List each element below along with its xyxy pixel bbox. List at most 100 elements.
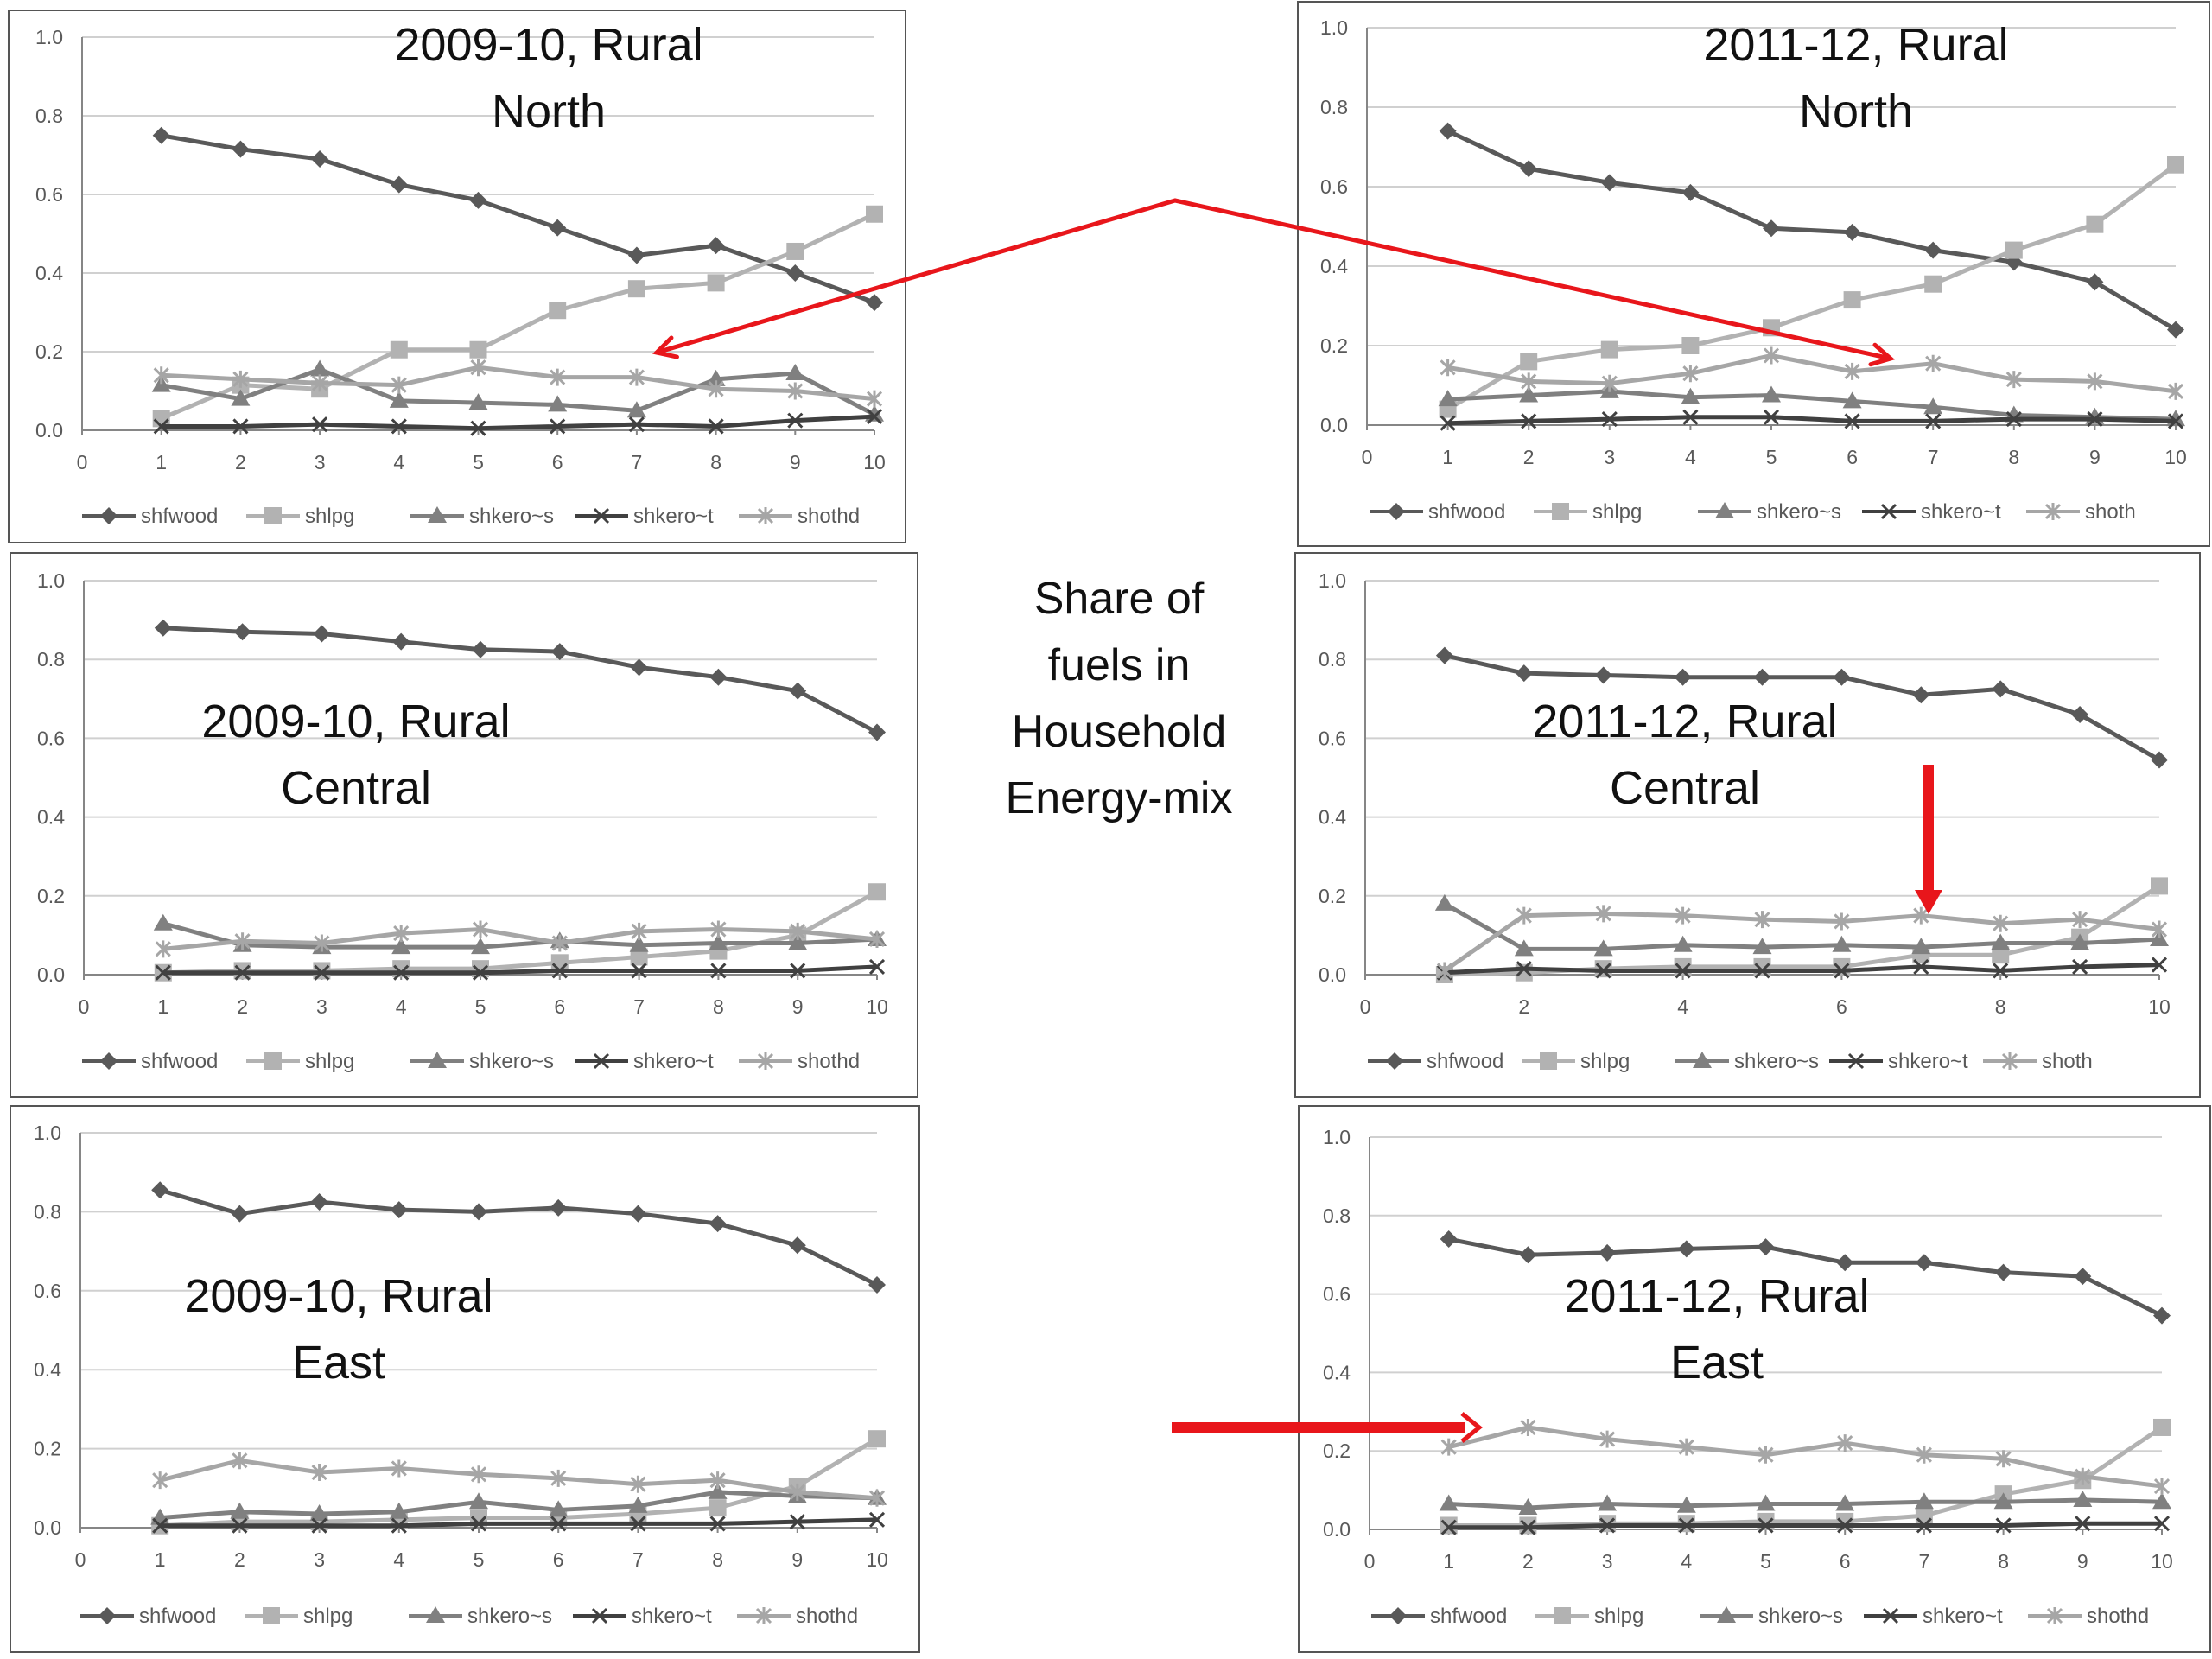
series-line-shfwood <box>159 1187 879 1287</box>
y-tick-label: 0.6 <box>1320 175 1348 198</box>
data-point <box>153 418 169 435</box>
data-point <box>2167 413 2184 429</box>
data-point <box>2005 371 2022 389</box>
legend-label: shkero~t <box>633 1050 714 1073</box>
legend-label: shfwood <box>141 1050 218 1073</box>
data-point <box>1599 1243 1617 1262</box>
data-point <box>1993 963 2009 979</box>
x-tick-label: 10 <box>866 1548 888 1571</box>
data-point <box>310 1192 328 1211</box>
legend-marker <box>99 1607 116 1624</box>
x-tick-label: 9 <box>791 1548 803 1571</box>
data-point <box>311 1464 327 1482</box>
data-point <box>1440 415 1456 431</box>
y-tick-label: 0.2 <box>1323 1440 1351 1462</box>
chart-frame <box>1297 1 2210 547</box>
data-point <box>709 1215 727 1233</box>
data-point <box>2151 751 2168 769</box>
legend-label: shfwood <box>1428 500 1505 524</box>
data-point <box>472 964 489 981</box>
data-point <box>868 1489 886 1507</box>
data-point <box>708 380 724 398</box>
series-line-shothd <box>159 1458 878 1501</box>
series-line-shoth <box>1447 353 2177 394</box>
legend-label: shfwood <box>141 505 218 528</box>
x-tick-label: 1 <box>155 1548 166 1571</box>
data-point <box>391 376 407 394</box>
data-point <box>1678 1517 1694 1534</box>
data-point <box>1438 390 1458 407</box>
data-point <box>2153 1478 2171 1496</box>
data-point <box>1601 374 1618 392</box>
y-tick-label: 1.0 <box>1320 16 1348 39</box>
data-point <box>2167 382 2184 400</box>
data-point <box>311 1517 327 1534</box>
data-point <box>1837 1517 1853 1534</box>
x-tick-label: 8 <box>712 1548 723 1571</box>
data-point <box>472 640 489 658</box>
y-tick-label: 1.0 <box>1323 1126 1351 1148</box>
data-point <box>2086 273 2104 291</box>
y-tick-label: 0.8 <box>37 648 65 671</box>
x-tick-label: 1 <box>156 451 167 474</box>
legend-label: shkero~t <box>1921 500 2001 524</box>
series-line-shkero-t <box>161 414 875 431</box>
data-point <box>628 368 645 386</box>
data-point <box>629 935 649 952</box>
series-line-shkero-s <box>161 366 876 417</box>
data-point <box>790 963 806 979</box>
data-point <box>548 395 568 412</box>
data-point <box>1435 646 1453 664</box>
data-point <box>2072 911 2088 929</box>
data-point <box>470 1516 487 1532</box>
legend-label: shlpg <box>1592 500 1642 524</box>
data-point <box>152 1471 168 1490</box>
legend-marker <box>757 1052 774 1070</box>
data-point <box>709 1499 727 1517</box>
series-line-shkero-s <box>162 921 878 950</box>
x-tick-label: 9 <box>792 995 804 1018</box>
data-point <box>1519 385 1539 403</box>
data-point <box>314 964 330 981</box>
x-tick-label: 0 <box>77 451 88 474</box>
y-tick-label: 0.6 <box>1323 1283 1351 1306</box>
x-tick-label: 5 <box>474 1548 485 1571</box>
x-tick-label: 0 <box>1360 995 1371 1018</box>
y-tick-label: 0.6 <box>37 727 65 749</box>
data-point <box>786 242 804 260</box>
y-tick-label: 0.4 <box>1320 255 1348 277</box>
legend-marker <box>1389 1607 1407 1624</box>
x-tick-label: 10 <box>863 451 886 474</box>
data-point <box>1752 938 1772 955</box>
data-point <box>2153 1516 2171 1532</box>
data-point <box>790 922 806 940</box>
data-point <box>2151 877 2168 895</box>
data-point <box>789 1514 805 1530</box>
legend-marker <box>1552 503 1569 520</box>
data-point <box>470 420 486 436</box>
data-point <box>1757 1238 1775 1256</box>
series-line-shfwood <box>162 626 879 734</box>
data-point <box>1681 387 1700 404</box>
data-point <box>1832 935 1852 952</box>
legend-marker <box>2046 1607 2063 1624</box>
data-point <box>787 412 804 429</box>
data-point <box>2087 372 2103 391</box>
data-point <box>2152 1492 2171 1510</box>
data-point <box>152 1517 168 1534</box>
data-point <box>234 932 251 950</box>
data-point <box>389 1502 409 1519</box>
legend-marker <box>1847 1052 1865 1070</box>
data-point <box>1915 1254 1933 1272</box>
data-point <box>1600 174 1618 192</box>
data-point <box>2086 215 2104 233</box>
x-tick-label: 0 <box>75 1548 86 1571</box>
series-line-shkero-t <box>160 1517 878 1529</box>
data-point <box>2167 156 2184 174</box>
chart-panel: 0.0 0.2 0.4 0.6 0.8 1.0 0 1 2 3 4 5 6 7 8 9 10 shfwood shl… <box>10 1105 920 1653</box>
series-line-shkero-t <box>1448 1521 2162 1530</box>
data-point <box>550 1516 567 1532</box>
data-point <box>1924 241 1942 259</box>
series-line-shkero-t <box>1444 963 2160 976</box>
data-point <box>1837 1434 1853 1452</box>
